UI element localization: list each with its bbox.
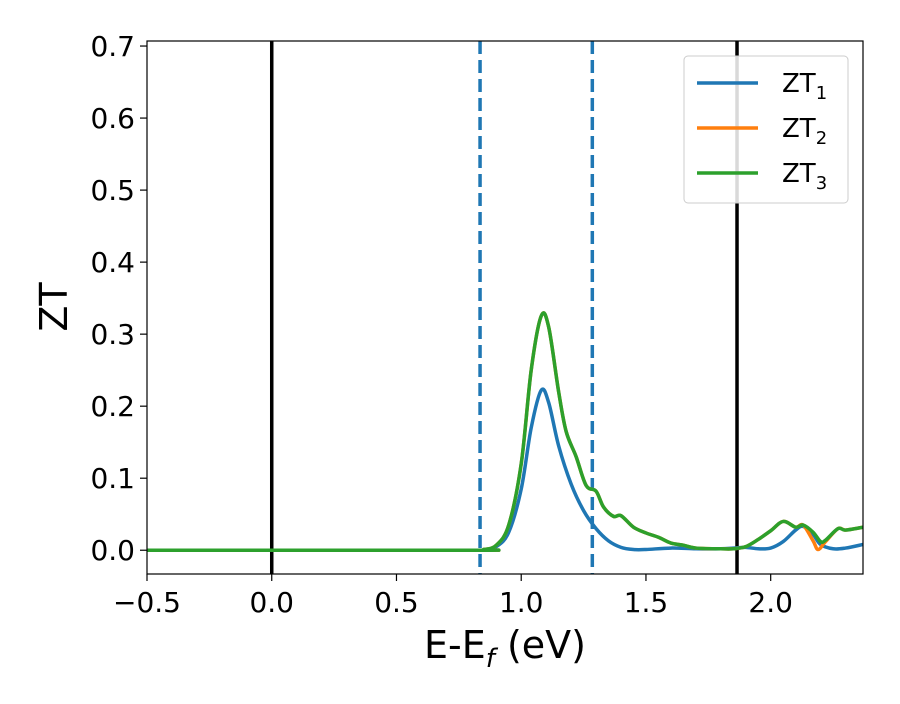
x-tick-label: 0.5: [374, 586, 419, 619]
y-tick-label: 0.2: [90, 390, 135, 423]
y-tick-label: 0.0: [90, 534, 135, 567]
legend: ZT1 ZT2 ZT3: [683, 55, 849, 204]
y-tick-label: 0.6: [90, 102, 135, 135]
x-tick-label: 2.0: [748, 586, 793, 619]
y-tick-label: 0.3: [90, 318, 135, 351]
legend-label-zt1: ZT1: [782, 69, 827, 104]
y-tick-label: 0.7: [90, 30, 135, 63]
series-line-zt3: [147, 311, 863, 553]
y-tick-label: 0.4: [90, 246, 135, 279]
x-tick-label: −0.5: [113, 586, 181, 619]
legend-box: [683, 55, 849, 204]
series-lines: [147, 311, 863, 553]
legend-label-zt2: ZT2: [782, 114, 827, 149]
y-axis-ticks: 0.0 0.1 0.2 0.3 0.4 0.5 0.6 0.7: [90, 30, 147, 567]
x-axis-title: E-Ef (eV): [424, 623, 586, 674]
x-tick-label: 1.0: [499, 586, 544, 619]
x-tick-label: 1.5: [624, 586, 669, 619]
y-tick-label: 0.1: [90, 462, 135, 495]
x-tick-label: 0.0: [249, 586, 294, 619]
legend-label-zt3: ZT3: [782, 159, 827, 194]
y-axis-title: ZT: [32, 282, 76, 332]
x-axis-ticks: −0.5 0.0 0.5 1.0 1.5 2.0: [113, 574, 793, 619]
plot-frame: [146, 40, 864, 575]
y-tick-label: 0.5: [90, 174, 135, 207]
